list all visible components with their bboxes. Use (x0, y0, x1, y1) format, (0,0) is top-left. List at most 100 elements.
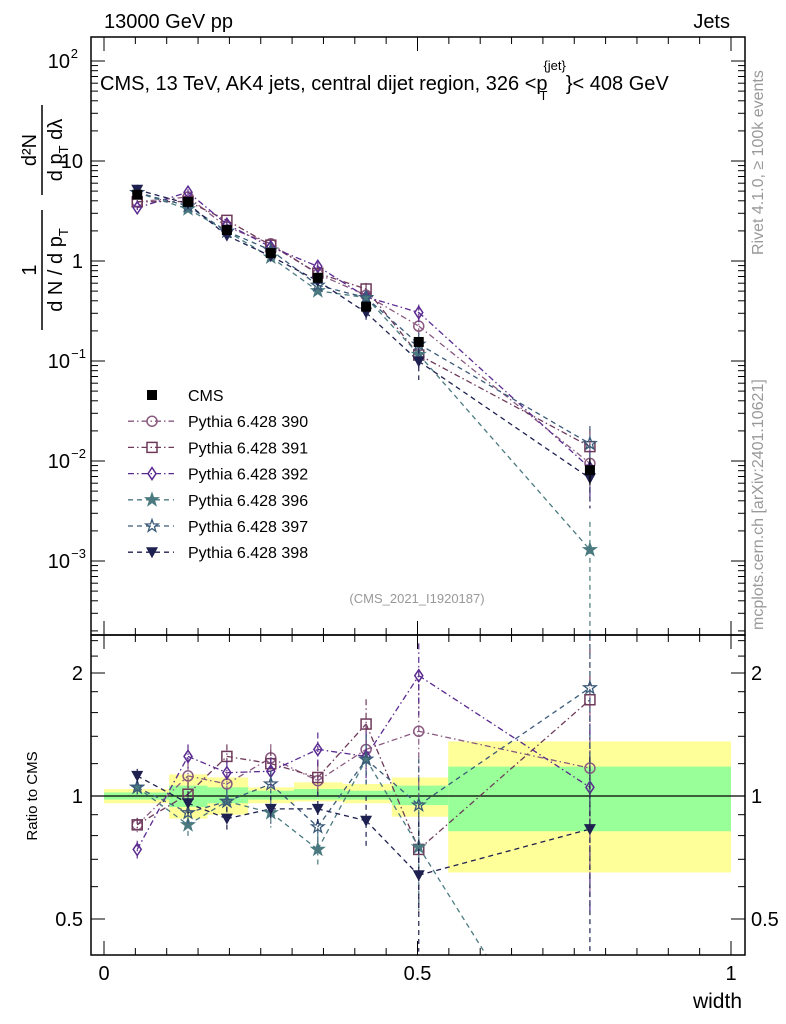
ratio-y-label: Ratio to CMS (24, 751, 41, 840)
ratio-point (262, 775, 279, 791)
y-tick-exponent: 2 (71, 46, 78, 61)
ratio-point (311, 803, 324, 815)
y-tick-label: 10 (48, 451, 70, 473)
rivet-label: Rivet 4.1.0, ≥ 100k events (750, 70, 767, 255)
ratio-point (360, 815, 373, 827)
ratio-point (264, 803, 277, 815)
ratio-point (413, 668, 424, 684)
cms-data-point (265, 248, 276, 259)
ratio-tick-label-left: 2 (72, 663, 83, 685)
x-axis-label: width (692, 990, 742, 1013)
legend-item: Pythia 6.428 390 (128, 414, 308, 431)
chart-title: CMS, 13 TeV, AK4 jets, central dijet reg… (100, 58, 669, 103)
data-point (309, 282, 326, 298)
cms-data-point (183, 196, 194, 207)
legend-marker (143, 517, 161, 533)
ratio-point (309, 818, 326, 834)
cms-data-point (413, 336, 424, 347)
ratio-point (218, 792, 235, 809)
legend-label: CMS (188, 388, 224, 405)
legend-label: Pythia 6.428 391 (188, 440, 308, 457)
ratio-point (358, 750, 375, 767)
header-left: 13000 GeV pp (104, 11, 233, 33)
y-tick-label: 10 (61, 151, 83, 173)
ratio-point (131, 819, 143, 831)
series-markers (129, 184, 598, 953)
ratio-point (309, 840, 326, 857)
legend-marker (146, 415, 158, 427)
ratio-series-line (136, 730, 591, 826)
cms-data-point (361, 301, 372, 312)
svg-text:1: 1 (19, 264, 41, 275)
analysis-id: (CMS_2021_I1920187) (349, 591, 484, 606)
ratio-point (583, 824, 596, 836)
ratio-point (581, 679, 598, 695)
x-tick-label: 0 (98, 963, 109, 985)
data-point (358, 289, 375, 305)
legend-marker (147, 390, 157, 400)
ratio-point (182, 798, 195, 810)
series-lines (136, 189, 591, 956)
y-tick-exponent: −3 (71, 546, 86, 561)
ratio-tick-label-right: 0.5 (751, 909, 779, 931)
y-tick-label: 1 (72, 251, 83, 273)
legend-item: CMS (147, 388, 224, 405)
ratio-point (312, 742, 323, 757)
ratio-point (410, 796, 427, 813)
ratio-tick-label-left: 1 (72, 786, 83, 808)
y-axis-label: 1 d N / d pT d²N d pT dλ (19, 105, 71, 330)
cms-data-point (312, 272, 323, 283)
ratio-point (584, 694, 596, 706)
ratio-point (131, 770, 144, 782)
legend-item: Pythia 6.428 396 (128, 491, 308, 510)
data-point (312, 259, 323, 274)
ratio-point (183, 749, 193, 764)
ratio-point (412, 870, 425, 882)
ratio-series-line (136, 775, 591, 876)
cms-data-point (221, 225, 232, 236)
ratio-series-line (136, 687, 591, 828)
mcplots-label: mcplots.cern.ch [arXiv:2401.10621] (750, 379, 767, 630)
legend-label: Pythia 6.428 392 (188, 467, 308, 484)
stat-uncertainty-band (391, 785, 449, 806)
data-point (309, 276, 326, 293)
svg-text:d²N: d²N (19, 134, 41, 166)
svg-text:d pT dλ: d pT dλ (45, 119, 71, 181)
y-tick-label: 10 (48, 351, 70, 373)
y-tick-exponent: −1 (71, 346, 86, 361)
ratio-point (360, 718, 372, 730)
stat-uncertainty-band (342, 790, 392, 800)
stat-uncertainty-band (293, 789, 343, 800)
legend: CMS Pythia 6.428 390 Pythia 6.428 391 Pythi… (128, 388, 308, 562)
series-line (137, 191, 591, 551)
ratio-point (312, 771, 324, 784)
x-tick-label: 0.5 (404, 963, 432, 985)
ratio-lines (136, 675, 591, 956)
ratio-point (221, 765, 232, 781)
ratio-point (132, 842, 143, 857)
ratio-tick-label-right: 1 (751, 786, 762, 808)
ratio-point (182, 770, 194, 782)
ratio-tick-label-left: 0.5 (55, 909, 83, 931)
stat-uncertainty-band (248, 790, 294, 800)
legend-marker (143, 491, 161, 507)
legend-item: Pythia 6.428 391 (128, 440, 308, 457)
stat-uncertainty-band (207, 787, 249, 804)
legend-label: Pythia 6.428 398 (188, 545, 308, 562)
series-line (137, 200, 591, 448)
y-tick-label: 10 (48, 551, 70, 573)
legend-marker (146, 547, 158, 559)
legend-label: Pythia 6.428 397 (188, 519, 308, 536)
data-point (412, 356, 425, 368)
legend-item: Pythia 6.428 398 (128, 545, 308, 562)
data-point (132, 200, 143, 216)
cms-data-point (132, 189, 143, 200)
data-point (581, 435, 598, 451)
series-line (137, 191, 591, 469)
data-point (581, 541, 598, 557)
ratio-tick-label-right: 2 (751, 663, 762, 685)
series-line (137, 191, 591, 445)
cms-data-point (584, 465, 595, 476)
svg-text:d N / d pT: d N / d pT (45, 228, 71, 312)
data-point (413, 305, 424, 320)
